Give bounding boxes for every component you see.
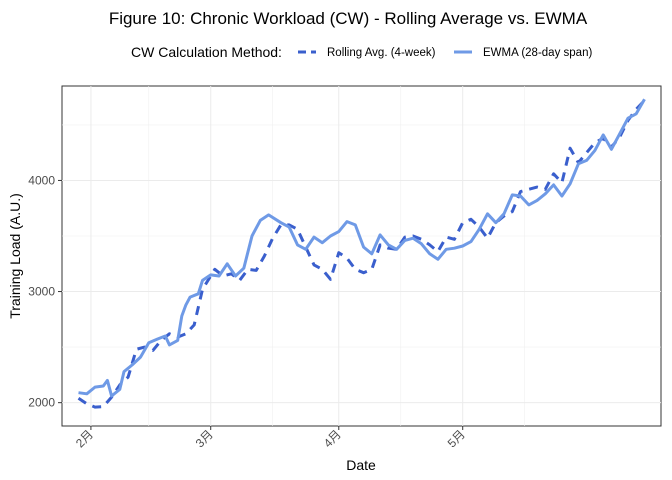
legend: CW Calculation Method: Rolling Avg. (4-w…: [131, 44, 592, 60]
plot-panel: 2月 3月 4月 5月 2000 3000 4000: [28, 85, 662, 450]
y-tick-label: 4000: [28, 173, 55, 187]
series-layer: [77, 98, 646, 409]
series-line-ewma: [78, 98, 646, 398]
x-axis-title: Date: [346, 457, 376, 473]
legend-label-ewma: EWMA (28-day span): [483, 47, 592, 59]
panel-border: [61, 85, 662, 427]
legend-title: CW Calculation Method:: [131, 44, 282, 60]
series-line-rolling-avg: [77, 99, 646, 409]
legend-label-rolling-avg: Rolling Avg. (4-week): [327, 47, 436, 59]
x-tick-label: 2月: [73, 427, 96, 450]
x-tick-label: 4月: [321, 427, 344, 450]
y-tick-label: 3000: [28, 285, 55, 299]
x-tick-label: 5月: [445, 427, 468, 450]
chart-title: Figure 10: Chronic Workload (CW) - Rolli…: [109, 9, 588, 28]
x-tick-label: 3月: [193, 427, 216, 450]
y-tick-label: 2000: [28, 396, 55, 410]
y-axis-title: Training Load (A.U.): [7, 193, 23, 319]
